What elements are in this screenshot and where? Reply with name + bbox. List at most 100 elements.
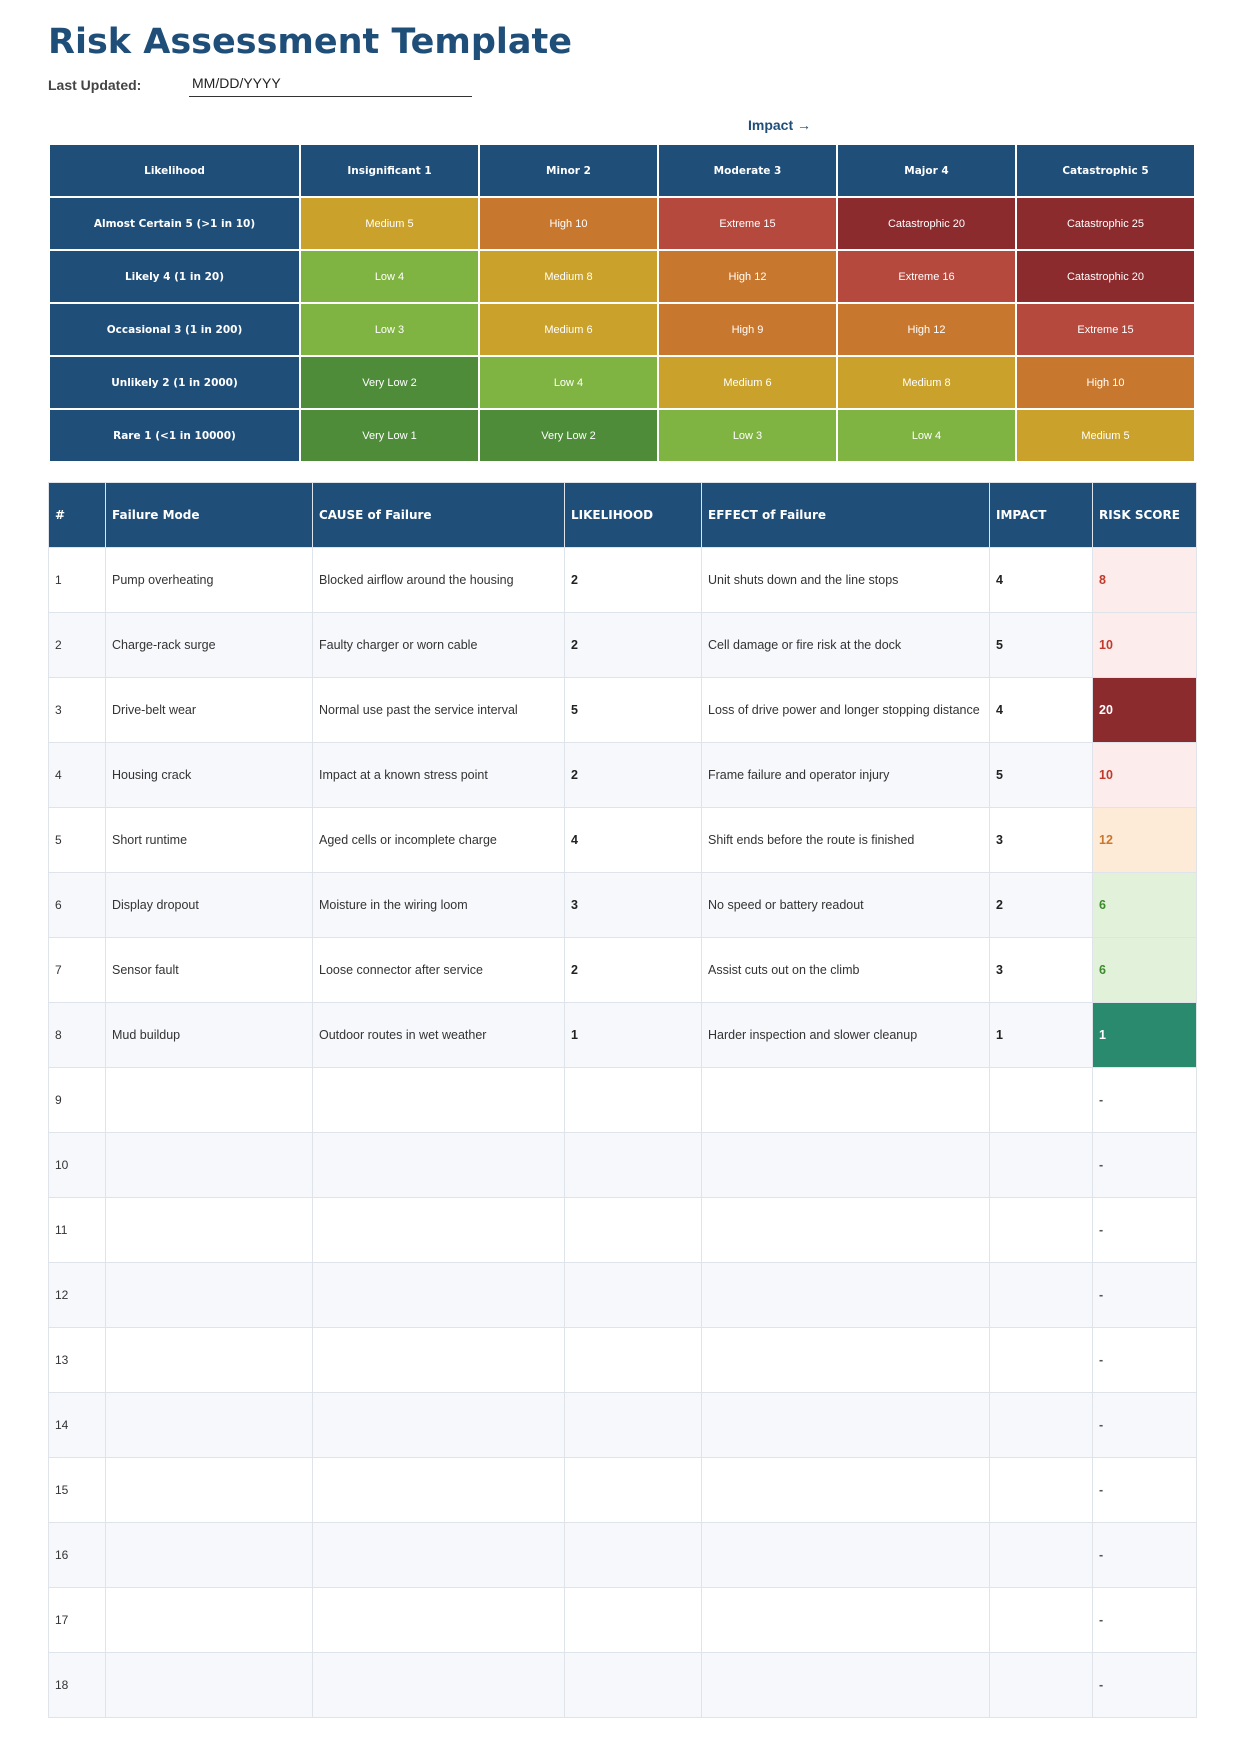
- failure-mode-cell[interactable]: Mud buildup: [105, 1002, 313, 1068]
- likelihood-cell[interactable]: [564, 1522, 702, 1588]
- failure-mode-cell[interactable]: [105, 1392, 313, 1458]
- risk-score-cell[interactable]: -: [1092, 1197, 1197, 1263]
- failure-mode-cell[interactable]: Charge-rack surge: [105, 612, 313, 678]
- failure-mode-cell[interactable]: [105, 1652, 313, 1718]
- likelihood-cell[interactable]: 3: [564, 872, 702, 938]
- cause-cell[interactable]: [312, 1262, 565, 1328]
- risk-score-cell[interactable]: 6: [1092, 872, 1197, 938]
- cause-cell[interactable]: [312, 1327, 565, 1393]
- impact-cell[interactable]: 3: [989, 807, 1093, 873]
- impact-cell[interactable]: [989, 1067, 1093, 1133]
- risk-score-cell[interactable]: 1: [1092, 1002, 1197, 1068]
- cause-cell[interactable]: [312, 1652, 565, 1718]
- impact-cell[interactable]: [989, 1457, 1093, 1523]
- effect-cell[interactable]: [701, 1262, 990, 1328]
- impact-cell[interactable]: [989, 1262, 1093, 1328]
- effect-cell[interactable]: Loss of drive power and longer stopping …: [701, 677, 990, 743]
- failure-mode-cell[interactable]: Pump overheating: [105, 547, 313, 613]
- effect-cell[interactable]: [701, 1587, 990, 1653]
- likelihood-cell[interactable]: 4: [564, 807, 702, 873]
- effect-cell[interactable]: Unit shuts down and the line stops: [701, 547, 990, 613]
- cause-cell[interactable]: [312, 1587, 565, 1653]
- failure-mode-cell[interactable]: [105, 1327, 313, 1393]
- failure-mode-cell[interactable]: [105, 1457, 313, 1523]
- risk-score-cell[interactable]: -: [1092, 1392, 1197, 1458]
- cause-cell[interactable]: [312, 1392, 565, 1458]
- risk-score-cell[interactable]: -: [1092, 1132, 1197, 1198]
- cause-cell[interactable]: [312, 1197, 565, 1263]
- effect-cell[interactable]: Frame failure and operator injury: [701, 742, 990, 808]
- impact-cell[interactable]: [989, 1392, 1093, 1458]
- risk-score-cell[interactable]: 6: [1092, 937, 1197, 1003]
- failure-mode-cell[interactable]: Short runtime: [105, 807, 313, 873]
- effect-cell[interactable]: Harder inspection and slower cleanup: [701, 1002, 990, 1068]
- impact-cell[interactable]: [989, 1587, 1093, 1653]
- likelihood-cell[interactable]: [564, 1262, 702, 1328]
- failure-mode-cell[interactable]: [105, 1067, 313, 1133]
- likelihood-cell[interactable]: [564, 1132, 702, 1198]
- likelihood-cell[interactable]: 1: [564, 1002, 702, 1068]
- likelihood-cell[interactable]: 2: [564, 937, 702, 1003]
- last-updated-field[interactable]: MM/DD/YYYY: [189, 75, 472, 97]
- likelihood-cell[interactable]: 2: [564, 612, 702, 678]
- effect-cell[interactable]: Cell damage or fire risk at the dock: [701, 612, 990, 678]
- impact-cell[interactable]: 5: [989, 742, 1093, 808]
- impact-cell[interactable]: 1: [989, 1002, 1093, 1068]
- effect-cell[interactable]: No speed or battery readout: [701, 872, 990, 938]
- effect-cell[interactable]: [701, 1197, 990, 1263]
- likelihood-cell[interactable]: [564, 1067, 702, 1133]
- likelihood-cell[interactable]: [564, 1652, 702, 1718]
- cause-cell[interactable]: [312, 1067, 565, 1133]
- failure-mode-cell[interactable]: Display dropout: [105, 872, 313, 938]
- risk-score-cell[interactable]: 20: [1092, 677, 1197, 743]
- effect-cell[interactable]: Assist cuts out on the climb: [701, 937, 990, 1003]
- cause-cell[interactable]: [312, 1132, 565, 1198]
- failure-mode-cell[interactable]: [105, 1262, 313, 1328]
- likelihood-cell[interactable]: 2: [564, 742, 702, 808]
- risk-score-cell[interactable]: -: [1092, 1587, 1197, 1653]
- effect-cell[interactable]: [701, 1652, 990, 1718]
- effect-cell[interactable]: [701, 1457, 990, 1523]
- failure-mode-cell[interactable]: [105, 1522, 313, 1588]
- risk-score-cell[interactable]: -: [1092, 1262, 1197, 1328]
- cause-cell[interactable]: Outdoor routes in wet weather: [312, 1002, 565, 1068]
- risk-score-cell[interactable]: 10: [1092, 742, 1197, 808]
- likelihood-cell[interactable]: [564, 1327, 702, 1393]
- impact-cell[interactable]: [989, 1327, 1093, 1393]
- failure-mode-cell[interactable]: Sensor fault: [105, 937, 313, 1003]
- risk-score-cell[interactable]: -: [1092, 1522, 1197, 1588]
- likelihood-cell[interactable]: [564, 1457, 702, 1523]
- risk-score-cell[interactable]: 12: [1092, 807, 1197, 873]
- effect-cell[interactable]: [701, 1067, 990, 1133]
- cause-cell[interactable]: [312, 1522, 565, 1588]
- cause-cell[interactable]: Impact at a known stress point: [312, 742, 565, 808]
- impact-cell[interactable]: [989, 1197, 1093, 1263]
- impact-cell[interactable]: 4: [989, 547, 1093, 613]
- likelihood-cell[interactable]: 5: [564, 677, 702, 743]
- likelihood-cell[interactable]: [564, 1587, 702, 1653]
- risk-score-cell[interactable]: -: [1092, 1327, 1197, 1393]
- failure-mode-cell[interactable]: Housing crack: [105, 742, 313, 808]
- effect-cell[interactable]: [701, 1132, 990, 1198]
- cause-cell[interactable]: [312, 1457, 565, 1523]
- effect-cell[interactable]: [701, 1327, 990, 1393]
- impact-cell[interactable]: 4: [989, 677, 1093, 743]
- likelihood-cell[interactable]: [564, 1392, 702, 1458]
- effect-cell[interactable]: [701, 1522, 990, 1588]
- cause-cell[interactable]: Faulty charger or worn cable: [312, 612, 565, 678]
- failure-mode-cell[interactable]: Drive-belt wear: [105, 677, 313, 743]
- failure-mode-cell[interactable]: [105, 1197, 313, 1263]
- impact-cell[interactable]: [989, 1652, 1093, 1718]
- failure-mode-cell[interactable]: [105, 1587, 313, 1653]
- cause-cell[interactable]: Normal use past the service interval: [312, 677, 565, 743]
- cause-cell[interactable]: Moisture in the wiring loom: [312, 872, 565, 938]
- impact-cell[interactable]: 5: [989, 612, 1093, 678]
- impact-cell[interactable]: [989, 1522, 1093, 1588]
- risk-score-cell[interactable]: 10: [1092, 612, 1197, 678]
- risk-score-cell[interactable]: -: [1092, 1652, 1197, 1718]
- risk-score-cell[interactable]: 8: [1092, 547, 1197, 613]
- impact-cell[interactable]: 2: [989, 872, 1093, 938]
- impact-cell[interactable]: [989, 1132, 1093, 1198]
- risk-score-cell[interactable]: -: [1092, 1067, 1197, 1133]
- effect-cell[interactable]: Shift ends before the route is finished: [701, 807, 990, 873]
